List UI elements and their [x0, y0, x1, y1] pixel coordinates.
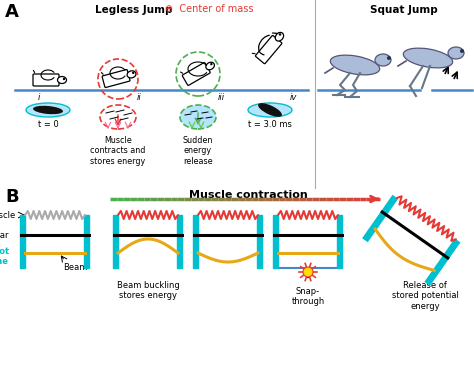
Circle shape	[63, 78, 65, 80]
Ellipse shape	[448, 47, 464, 59]
Bar	[193, 215, 199, 268]
Text: frame: frame	[0, 257, 9, 266]
FancyBboxPatch shape	[33, 74, 59, 86]
Text: Release of
stored potential
energy: Release of stored potential energy	[392, 281, 458, 311]
FancyArrowPatch shape	[252, 53, 255, 54]
Ellipse shape	[180, 105, 216, 129]
Text: Bar: Bar	[0, 231, 9, 239]
Ellipse shape	[100, 105, 136, 129]
Bar	[20, 215, 26, 268]
Text: ii: ii	[137, 93, 142, 102]
Text: Beam buckling
stores energy: Beam buckling stores energy	[117, 281, 179, 300]
FancyBboxPatch shape	[255, 35, 282, 64]
Text: Sudden
energy
release: Sudden energy release	[183, 136, 213, 166]
Circle shape	[460, 49, 464, 53]
Circle shape	[303, 267, 313, 277]
Ellipse shape	[330, 55, 380, 75]
Ellipse shape	[248, 103, 292, 117]
Ellipse shape	[127, 71, 136, 78]
Ellipse shape	[33, 106, 63, 114]
FancyBboxPatch shape	[102, 69, 130, 88]
Bar	[177, 215, 182, 268]
Bar	[113, 215, 118, 268]
Text: Muscle
contracts and
stores energy: Muscle contracts and stores energy	[91, 136, 146, 166]
Ellipse shape	[258, 103, 282, 117]
FancyArrowPatch shape	[181, 72, 182, 73]
Text: Legless Jump: Legless Jump	[95, 5, 173, 15]
Bar	[337, 215, 343, 268]
Text: iv: iv	[290, 93, 297, 102]
Bar	[257, 215, 263, 268]
FancyBboxPatch shape	[182, 63, 210, 85]
Circle shape	[279, 33, 281, 36]
Text: B: B	[5, 188, 18, 206]
Text: Muscle contraction: Muscle contraction	[189, 190, 307, 200]
Ellipse shape	[275, 32, 283, 41]
Text: Beam: Beam	[63, 263, 87, 272]
Text: Muscle: Muscle	[0, 210, 15, 219]
Circle shape	[387, 56, 391, 60]
Bar	[84, 215, 90, 268]
Ellipse shape	[57, 76, 66, 84]
Text: Snap-
through: Snap- through	[292, 287, 325, 306]
FancyArrowPatch shape	[101, 72, 103, 74]
Ellipse shape	[403, 48, 453, 68]
Bar	[273, 215, 279, 268]
Text: ⊕  Center of mass: ⊕ Center of mass	[165, 4, 254, 14]
Ellipse shape	[206, 62, 214, 70]
Text: iii: iii	[218, 93, 225, 102]
Circle shape	[132, 72, 135, 74]
Text: i: i	[38, 93, 40, 102]
FancyArrowPatch shape	[33, 70, 35, 73]
Ellipse shape	[26, 103, 70, 117]
Text: t = 0: t = 0	[37, 120, 58, 129]
Text: A: A	[5, 3, 19, 21]
Circle shape	[210, 63, 212, 65]
Ellipse shape	[375, 54, 391, 66]
Text: Robot: Robot	[0, 247, 9, 256]
Text: Squat Jump: Squat Jump	[370, 5, 438, 15]
Text: t = 3.0 ms: t = 3.0 ms	[248, 120, 292, 129]
